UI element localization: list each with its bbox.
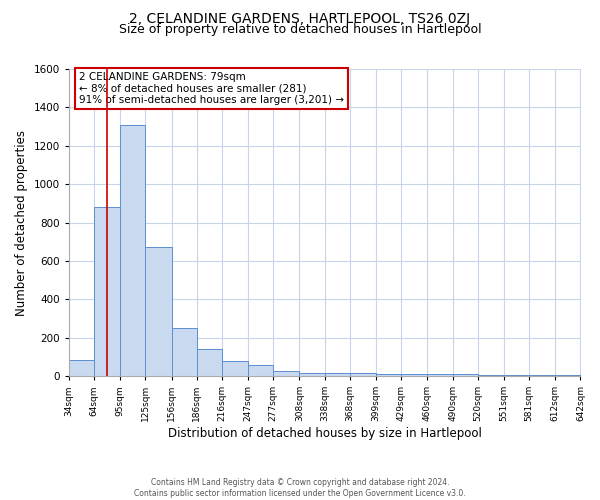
Text: Size of property relative to detached houses in Hartlepool: Size of property relative to detached ho… (119, 22, 481, 36)
Bar (401, 374, 427, 376)
Bar (248, 366, 274, 376)
Text: Contains HM Land Registry data © Crown copyright and database right 2024.
Contai: Contains HM Land Registry data © Crown c… (134, 478, 466, 498)
Bar (478, 374, 504, 376)
Bar (274, 371, 299, 376)
X-axis label: Distribution of detached houses by size in Hartlepool: Distribution of detached houses by size … (168, 427, 482, 440)
Bar (376, 374, 401, 376)
Bar (69, 360, 94, 376)
Bar (172, 328, 197, 376)
Bar (325, 372, 350, 376)
Bar (529, 374, 555, 376)
Bar (120, 124, 145, 376)
Bar (299, 372, 325, 376)
Bar (350, 373, 376, 376)
Bar (555, 374, 581, 376)
Text: 2 CELANDINE GARDENS: 79sqm
← 8% of detached houses are smaller (281)
91% of semi: 2 CELANDINE GARDENS: 79sqm ← 8% of detac… (79, 72, 344, 106)
Bar (427, 374, 452, 376)
Bar (197, 349, 222, 376)
Bar (222, 360, 248, 376)
Bar (94, 207, 120, 376)
Bar (452, 374, 478, 376)
Y-axis label: Number of detached properties: Number of detached properties (15, 130, 28, 316)
Bar (145, 248, 172, 376)
Bar (504, 374, 529, 376)
Text: 2, CELANDINE GARDENS, HARTLEPOOL, TS26 0ZJ: 2, CELANDINE GARDENS, HARTLEPOOL, TS26 0… (130, 12, 470, 26)
